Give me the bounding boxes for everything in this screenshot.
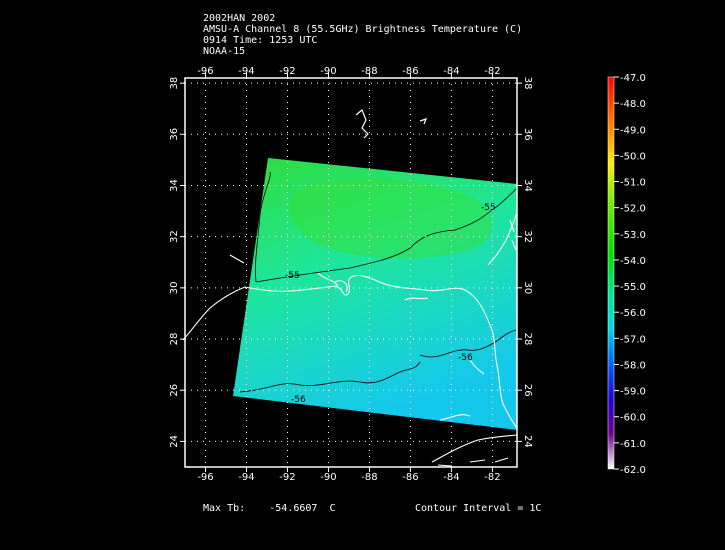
colorbar-tick-label: -50.0 [620, 151, 646, 162]
lat-tick-label-left: 24 [169, 435, 180, 448]
contour-lines [239, 171, 518, 393]
max-tb-value: -54.6607 [269, 503, 318, 514]
contour-label: -56 [458, 353, 473, 363]
lon-tick-label-top: -88 [361, 66, 377, 77]
map-frame [184, 77, 518, 468]
max-tb-label: Max Tb: [203, 503, 246, 514]
lon-tick-label-top: -96 [197, 66, 213, 77]
lon-tick-label-bottom: -82 [484, 472, 500, 483]
contour-label: -56 [291, 395, 306, 405]
latitude-ticks: 24 24 26 26 28 28 30 30 32 32 34 34 36 36 38 38 [169, 77, 533, 448]
colorbar-tick-label: -52.0 [620, 204, 646, 215]
coastline [182, 211, 518, 467]
lon-tick-label-top: -82 [484, 66, 500, 77]
colorbar-tick-label: -58.0 [620, 360, 646, 371]
max-tb-unit: C [329, 503, 336, 514]
lat-tick-label-right: 30 [522, 281, 533, 294]
lon-tick-label-top: -86 [402, 66, 418, 77]
swath-warm-patch [289, 178, 493, 259]
header-line2: AMSU-A Channel 8 (55.5GHz) Brightness Te… [203, 24, 523, 35]
max-tb-readout: Max Tb: -54.6607 C [203, 503, 336, 514]
header-line4: NOAA-15 [203, 46, 246, 57]
colorbar-tick-label: -54.0 [620, 256, 646, 267]
lon-tick-label-bottom: -88 [361, 472, 377, 483]
lon-tick-label-top: -92 [279, 66, 295, 77]
lat-tick-label-left: 36 [169, 128, 180, 141]
lat-tick-label-left: 28 [169, 333, 180, 346]
lat-tick-label-right: 36 [522, 128, 533, 141]
lat-tick-label-right: 26 [522, 384, 533, 397]
colorbar-tick-label: -61.0 [620, 439, 646, 450]
lat-lon-grid [185, 78, 517, 467]
colorbar-tick-label: -60.0 [620, 413, 646, 424]
lon-tick-label-top: -90 [320, 66, 336, 77]
lon-tick-label-bottom: -90 [320, 472, 336, 483]
lon-tick-label-bottom: -84 [443, 472, 459, 483]
colorbar-tick-label: -48.0 [620, 99, 646, 110]
contour-interval: Contour Interval = 1C [415, 503, 542, 514]
lat-tick-label-right: 32 [522, 230, 533, 243]
colorbar-ticks: -47.0 -48.0 -49.0 -50.0 -51.0 -52.0 -53.0 -54.0… [614, 73, 646, 476]
lat-tick-label-left: 32 [169, 230, 180, 243]
map-header: 2002HAN 2002 AMSU-A Channel 8 (55.5GHz) B… [203, 13, 522, 57]
colorbar-tick-label: -57.0 [620, 334, 646, 345]
lat-tick-label-right: 34 [522, 179, 533, 192]
lake-outlines [355, 109, 517, 251]
colorbar [607, 76, 615, 470]
lat-tick-label-left: 34 [169, 179, 180, 192]
colorbar-tick-label: -49.0 [620, 125, 646, 136]
satellite-swath [233, 158, 517, 430]
colorbar-tick-label: -51.0 [620, 178, 646, 189]
lat-tick-label-right: 28 [522, 333, 533, 346]
colorbar-tick-label: -47.0 [620, 73, 646, 84]
lon-tick-label-bottom: -94 [238, 472, 254, 483]
colorbar-tick-label: -59.0 [620, 387, 646, 398]
lon-tick-label-bottom: -86 [402, 472, 418, 483]
contour-label-group: -55 -55 -56 -56 [285, 203, 496, 405]
lat-tick-label-left: 26 [169, 384, 180, 397]
header-line1: 2002HAN 2002 [203, 13, 276, 24]
contour-label: -55 [481, 203, 496, 213]
lat-tick-label-left: 30 [169, 281, 180, 294]
lon-tick-label-top: -94 [238, 66, 254, 77]
colorbar-tick-label: -62.0 [620, 465, 646, 476]
header-line3: 0914 Time: 1253 UTC [203, 35, 318, 46]
colorbar-tick-label: -56.0 [620, 308, 646, 319]
lon-tick-label-bottom: -96 [197, 472, 213, 483]
lat-tick-label-right: 24 [522, 435, 533, 448]
lat-tick-label-left: 38 [169, 77, 180, 90]
lon-tick-label-bottom: -92 [279, 472, 295, 483]
colorbar-tick-label: -53.0 [620, 230, 646, 241]
lat-tick-label-right: 38 [522, 77, 533, 90]
lon-tick-label-top: -84 [443, 66, 459, 77]
colorbar-tick-label: -55.0 [620, 282, 646, 293]
longitude-ticks: -96 -96 -94 -94 -92 -92 -90 -90 -88 -88 -86 -86 -84 -… [197, 66, 500, 483]
contour-label: -55 [285, 271, 300, 281]
